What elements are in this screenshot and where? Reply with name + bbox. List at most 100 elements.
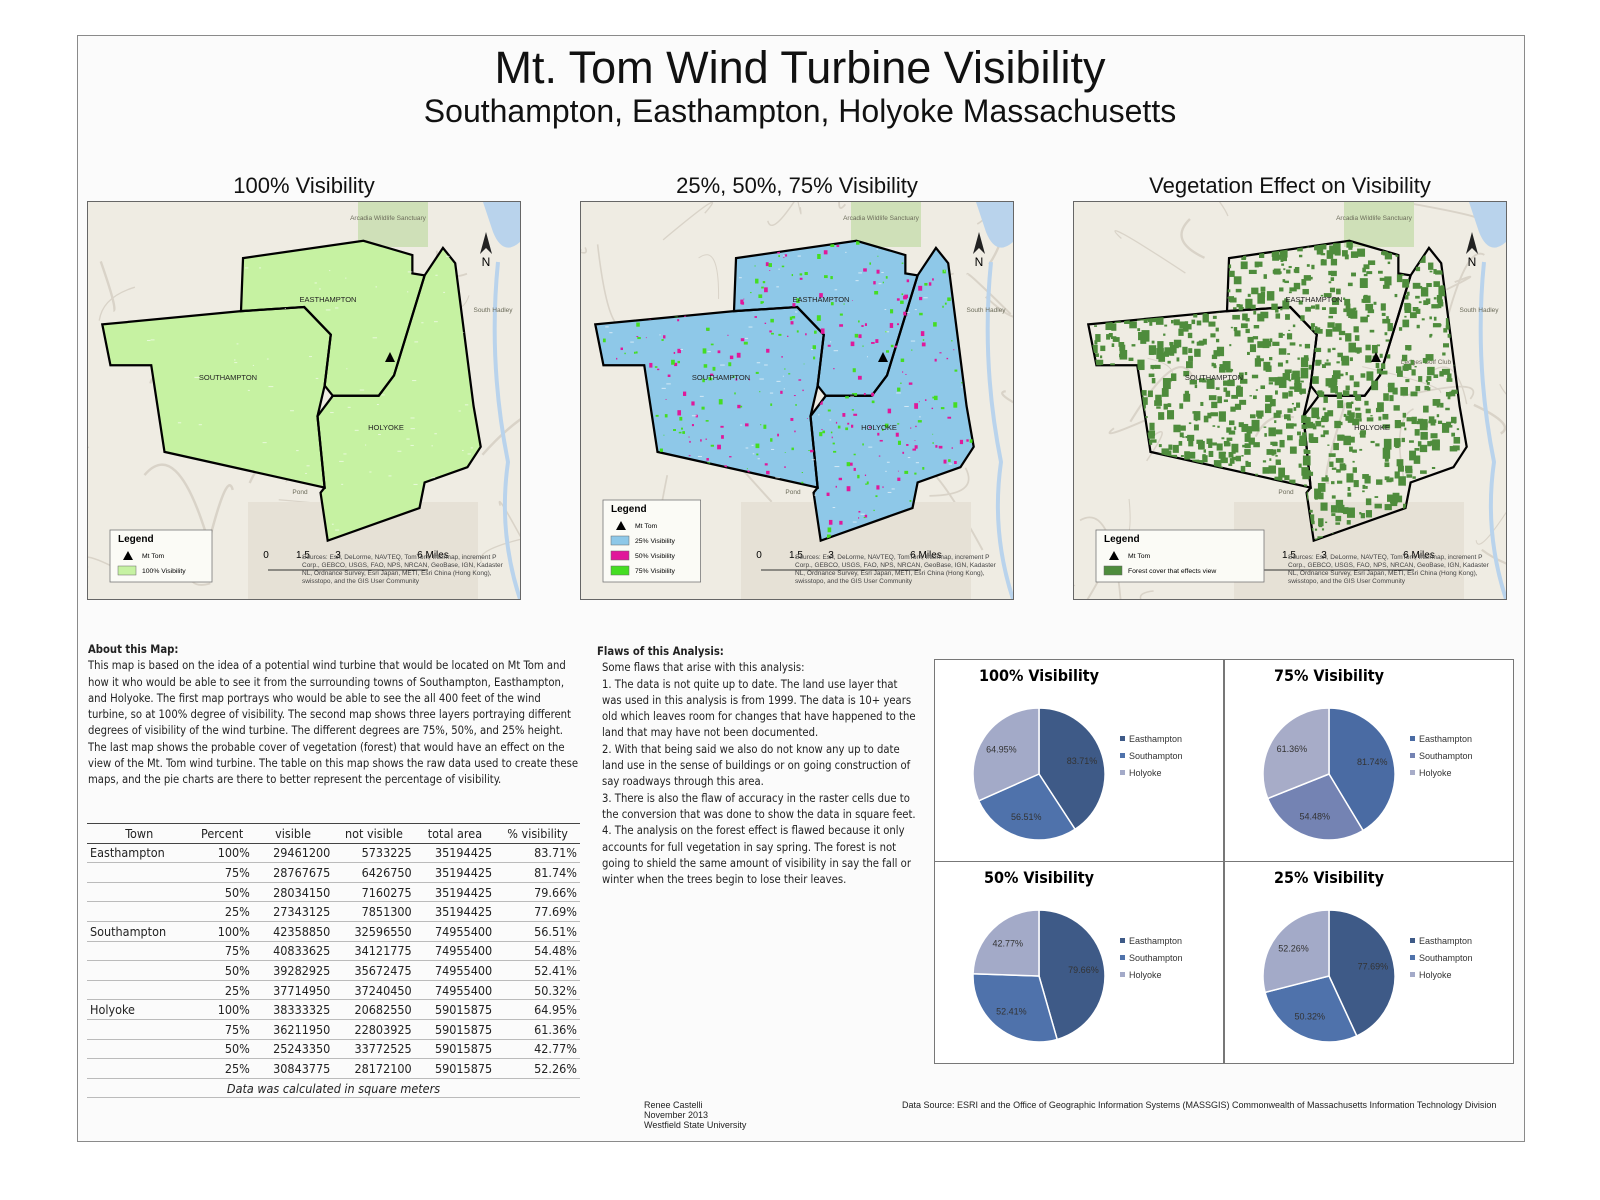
raster-cell [1178,482,1182,487]
raster-cell [1406,291,1410,296]
raster-cell [1215,327,1219,332]
raster-cell [1097,451,1103,459]
chart-title: 25% Visibility [1274,868,1385,887]
raster-cell [1359,432,1363,435]
author-line: Renee Castelli [644,1100,703,1110]
table-row: 50% 39282925 35672475 74955400 52.41% [87,960,580,981]
table-cell: 34121775 [333,941,415,962]
raster-cell [897,477,901,481]
raster-cell [1101,495,1108,499]
table-row: 50% 25243350 33772525 59015875 42.77% [87,1039,580,1060]
raster-cell [1467,428,1472,431]
raster-cell [1118,498,1125,508]
town-label: SOUTHAMPTON [1185,373,1243,382]
raster-gap [330,412,334,414]
raster-cell [1433,374,1439,379]
raster-cell [1119,296,1124,301]
raster-gap [416,252,419,254]
legend-swatch [1410,938,1415,943]
raster-cell [1126,401,1130,405]
raster-cell [1113,262,1118,268]
raster-cell [1343,435,1351,446]
raster-gap [252,364,255,366]
raster-cell [1343,413,1347,417]
table-row: 25% 37714950 37240450 74955400 50.32% [87,980,580,1001]
raster-cell [1142,365,1145,369]
raster-cell [903,295,907,300]
raster-cell [781,265,785,268]
table-cell: 25% [191,1058,253,1079]
raster-cell [819,432,823,437]
raster-cell [1208,501,1217,510]
raster-cell [654,366,658,368]
raster-cell [1392,492,1400,499]
raster-cell [724,465,727,469]
raster-cell [1293,407,1297,411]
raster-gap [472,347,474,349]
raster-cell [1110,517,1117,525]
table-cell [87,941,192,962]
raster-gap [359,389,365,391]
raster-gap [143,265,145,267]
raster-cell [1336,469,1341,473]
raster-cell [817,253,821,260]
raster-cell [1370,415,1373,417]
legend-swatch [1120,770,1125,775]
raster-cell [1409,450,1417,461]
raster-gap [957,244,962,246]
raster-cell [1348,246,1353,250]
raster-cell [672,479,677,483]
raster-cell [1127,435,1134,440]
raster-cell [731,275,735,280]
raster-cell [1138,313,1145,318]
raster-cell [902,451,905,454]
raster-cell [1269,338,1273,343]
raster-gap [725,537,730,539]
raster-gap [700,251,706,253]
town-boundary [809,246,975,543]
raster-cell [651,444,656,449]
raster-cell [1462,371,1467,377]
raster-cell [1289,386,1295,390]
raster-cell [1286,269,1291,274]
basemap-urban [1234,502,1464,599]
raster-cell [1179,278,1187,287]
raster-cell [1110,336,1117,340]
table-cell: 22803925 [333,1019,415,1040]
raster-cell [1353,381,1360,388]
raster-cell [966,439,969,442]
scale-label: 3 [828,550,834,561]
raster-cell [1402,319,1410,328]
raster-cell [1118,377,1125,383]
table-cell: 35672475 [333,960,415,981]
north-arrow [1466,232,1478,254]
raster-cell [1338,373,1344,377]
raster-cell [1146,275,1150,279]
raster-cell [1430,482,1437,488]
raster-cell [1281,257,1287,262]
raster-gap [598,278,600,280]
raster-cell [1330,385,1338,393]
raster-cell [736,512,740,516]
legend-label: Southampton [1419,953,1473,963]
raster-cell [1432,479,1440,484]
raster-cell [1150,472,1155,478]
raster-cell [1196,439,1204,444]
raster-cell [595,396,597,398]
raster-cell [1402,279,1410,288]
raster-cell [1090,278,1096,285]
raster-cell [1432,399,1441,406]
raster-cell [851,300,853,301]
raster-cell [1429,270,1433,273]
raster-cell [646,275,649,277]
raster-cell [863,392,866,396]
raster-cell [1384,457,1389,462]
basemap-road [1218,202,1229,217]
raster-cell [873,281,876,285]
raster-cell [1167,410,1175,420]
raster-cell [677,348,682,354]
scale-label: 1.5 [296,550,310,561]
raster-cell [1275,429,1283,435]
raster-cell [1281,263,1285,266]
raster-cell [1168,444,1173,450]
